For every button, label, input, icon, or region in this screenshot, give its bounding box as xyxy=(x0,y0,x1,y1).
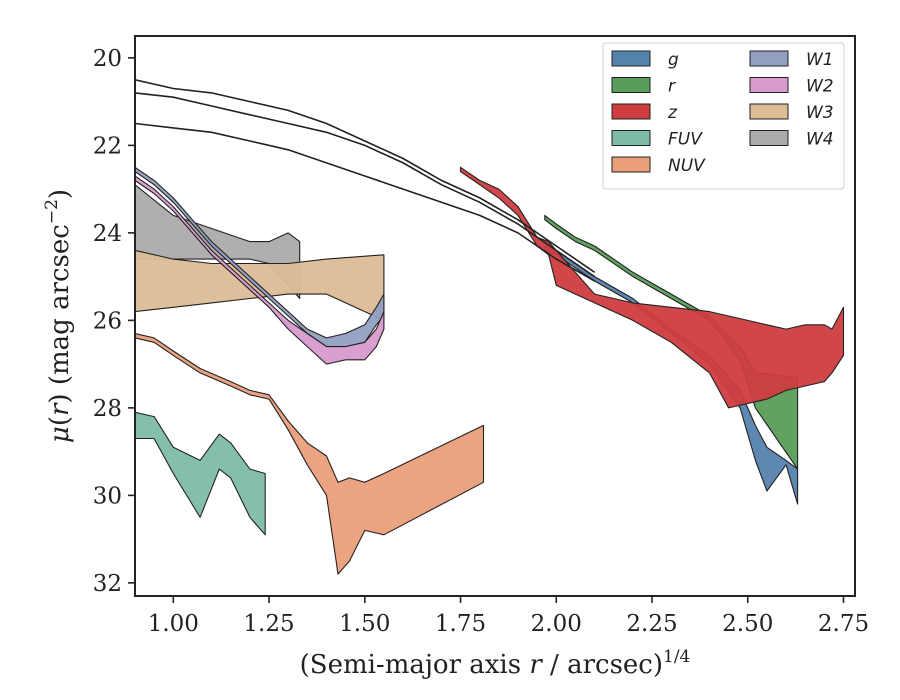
y-axis-title-open: ( xyxy=(45,416,75,426)
x-tick-label: 2.75 xyxy=(818,611,869,637)
legend-item-w2: W2 xyxy=(749,77,834,97)
band-w2-3 xyxy=(135,175,385,365)
model-curve-1 xyxy=(135,79,596,273)
legend-swatch xyxy=(611,103,651,120)
x-axis: 1.00 1.25 1.50 1.75 2.00 2.25 2.50 2.75 xyxy=(148,596,869,637)
legend-label: W4 xyxy=(806,130,834,150)
y-tick-label: 22 xyxy=(93,133,122,159)
legend-swatch xyxy=(611,77,651,93)
x-tick-label: 1.00 xyxy=(148,611,199,637)
legend-item-w3: W3 xyxy=(749,103,834,123)
y-axis: 20 22 24 26 28 30 32 xyxy=(93,46,135,597)
legend-label: NUV xyxy=(668,156,706,176)
legend-swatch xyxy=(749,130,789,146)
legend-swatch xyxy=(749,77,789,93)
x-tick-label: 1.25 xyxy=(243,611,294,637)
legend-swatch xyxy=(611,130,651,146)
model-curves xyxy=(135,79,596,282)
band-z-8 xyxy=(459,166,845,409)
x-tick-label: 2.25 xyxy=(626,611,677,637)
legend-swatch xyxy=(749,103,789,120)
legend-item-g: g xyxy=(611,50,679,70)
plot-frame xyxy=(134,35,856,597)
profile-bands xyxy=(135,166,845,575)
x-axis-title-exponent: 1/4 xyxy=(663,647,690,667)
x-axis-title: (Semi-major axis r / arcsec)1/4 xyxy=(300,647,691,680)
legend-item-z: z xyxy=(611,103,678,123)
legend-item-fuv: FUV xyxy=(611,130,703,150)
x-axis-title-unit: / arcsec) xyxy=(542,650,663,680)
y-axis-title-end: ) xyxy=(45,189,75,199)
legend-label: r xyxy=(668,77,676,97)
y-tick-label: 26 xyxy=(93,308,122,334)
legend-label: W3 xyxy=(806,103,834,123)
y-axis-title-exponent: −2 xyxy=(42,199,62,224)
band-fuv-5 xyxy=(135,411,266,536)
model-curve-3 xyxy=(135,122,595,282)
legend-label: W1 xyxy=(806,50,834,70)
x-tick-label: 1.75 xyxy=(435,611,486,637)
legend-swatch xyxy=(611,50,651,67)
x-tick-label: 2.50 xyxy=(722,611,773,637)
y-tick-label: 20 xyxy=(93,46,122,72)
legend: grz FUV NUV W1 W2 W3 W4 xyxy=(602,42,845,190)
legend-item-r: r xyxy=(611,77,676,97)
legend-label: z xyxy=(667,103,678,123)
model-curve-2 xyxy=(135,92,596,278)
y-tick-label: 28 xyxy=(93,396,122,422)
legend-swatch xyxy=(611,156,651,173)
band-nuv-4 xyxy=(135,332,485,575)
y-tick-label: 32 xyxy=(93,571,122,597)
band-w4-0 xyxy=(135,184,301,300)
x-axis-title-variable: r xyxy=(529,650,543,680)
x-tick-label: 1.50 xyxy=(339,611,390,637)
y-tick-label: 24 xyxy=(93,221,122,247)
y-axis-title-close: ) xyxy=(45,393,75,403)
y-axis-title-unit: (mag arcsec xyxy=(45,224,75,393)
legend-item-w1: W1 xyxy=(749,50,834,70)
y-tick-label: 30 xyxy=(93,483,122,509)
x-axis-title-prefix: (Semi-major axis xyxy=(300,650,530,680)
band-r-7 xyxy=(544,214,799,470)
legend-item-nuv: NUV xyxy=(611,156,706,176)
y-axis-title-symbol: μ xyxy=(45,426,75,443)
legend-label: g xyxy=(668,50,679,70)
legend-swatch xyxy=(749,50,789,67)
y-axis-title-variable: r xyxy=(45,402,75,416)
legend-label: FUV xyxy=(668,130,703,150)
legend-label: W2 xyxy=(806,77,834,97)
x-tick-label: 2.00 xyxy=(531,611,582,637)
legend-item-w4: W4 xyxy=(749,130,834,150)
y-axis-title: μ(r) (mag arcsec−2) xyxy=(42,189,75,443)
